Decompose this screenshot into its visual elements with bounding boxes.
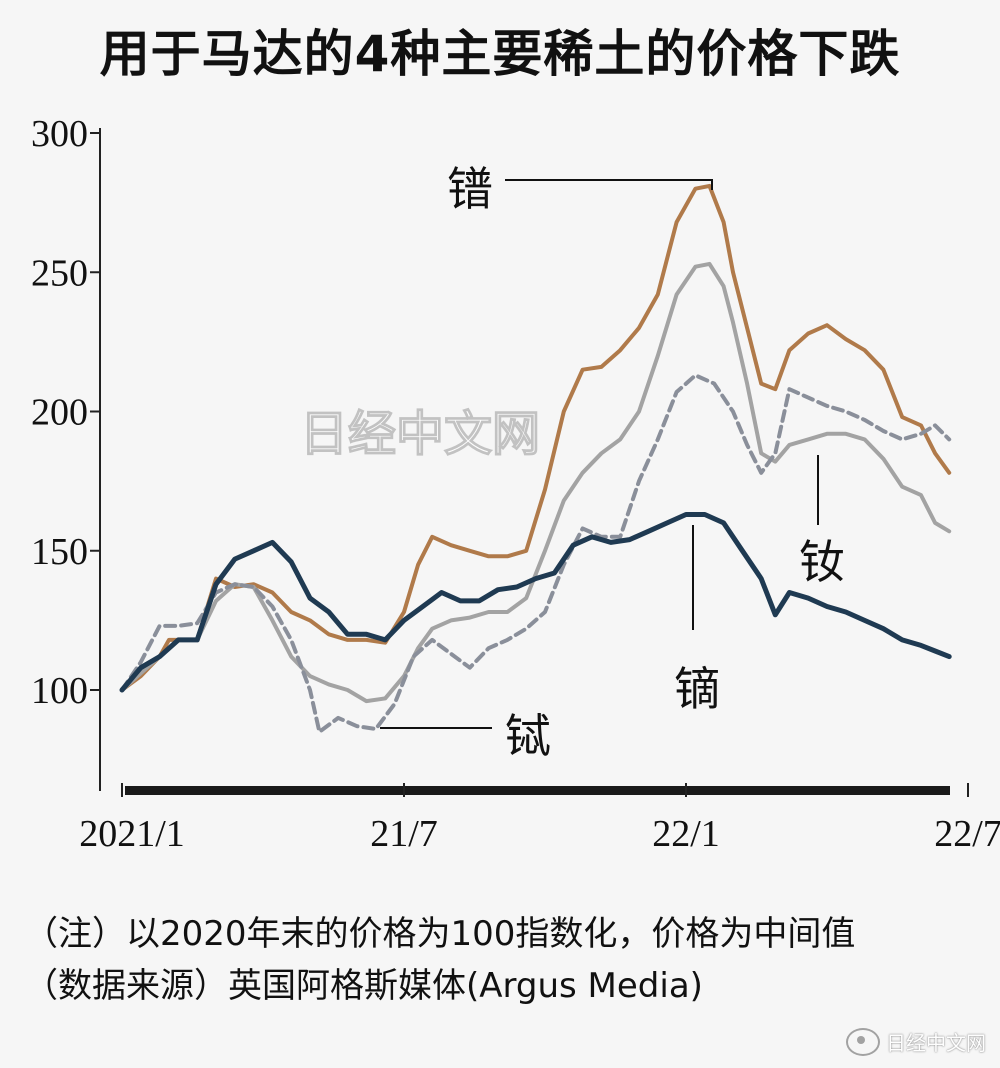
footer-watermark: 日经中文网 xyxy=(846,1027,986,1056)
series-line-3 xyxy=(120,373,952,734)
x-tick-label: 22/7 xyxy=(934,813,1000,855)
x-tick-label: 2021/1 xyxy=(79,813,185,855)
chart-notes: （注）以2020年末的价格为100指数化，价格为中间值 （数据来源）英国阿格斯媒… xyxy=(24,908,855,1012)
series-line-1 xyxy=(120,183,952,692)
y-tick-label: 150 xyxy=(31,531,88,573)
x-tick-label: 22/1 xyxy=(652,813,720,855)
series-label-1: 镨 xyxy=(447,162,493,216)
y-tick-label: 100 xyxy=(31,670,88,712)
footer-watermark-text: 日经中文网 xyxy=(886,1031,986,1055)
chart-axes: 100 150 200 250 300 2021/1 21/7 22/1 22/7 xyxy=(31,113,1000,855)
y-tick-label: 200 xyxy=(31,392,88,434)
series-line-4 xyxy=(119,512,952,693)
series-label-3: 铽 xyxy=(505,709,551,763)
series-labels: 镨钕铽 镝 xyxy=(380,162,845,763)
note-line-1: （注）以2020年末的价格为100指数化，价格为中间值 xyxy=(24,914,856,954)
note-line-2: （数据来源）英国阿格斯媒体(Argus Media) xyxy=(24,966,703,1006)
label-leader-line xyxy=(505,179,713,190)
chart-title: 用于马达的4种主要稀土的价格下跌 xyxy=(99,25,901,83)
line-chart: 100 150 200 250 300 2021/1 21/7 22/1 22/7 镨钕铽 镝 日… xyxy=(31,113,1000,855)
series-label-4: 镝 xyxy=(674,662,720,716)
y-tick-label: 300 xyxy=(31,113,88,155)
center-watermark: 日经中文网 xyxy=(300,406,540,462)
y-tick-label: 250 xyxy=(31,252,88,294)
series-label-2: 钕 xyxy=(799,535,845,589)
series-layer xyxy=(119,183,952,734)
x-tick-label: 21/7 xyxy=(370,813,438,855)
weibo-icon xyxy=(846,1027,880,1056)
x-axis-band xyxy=(125,786,950,795)
series-line-2 xyxy=(120,261,952,704)
